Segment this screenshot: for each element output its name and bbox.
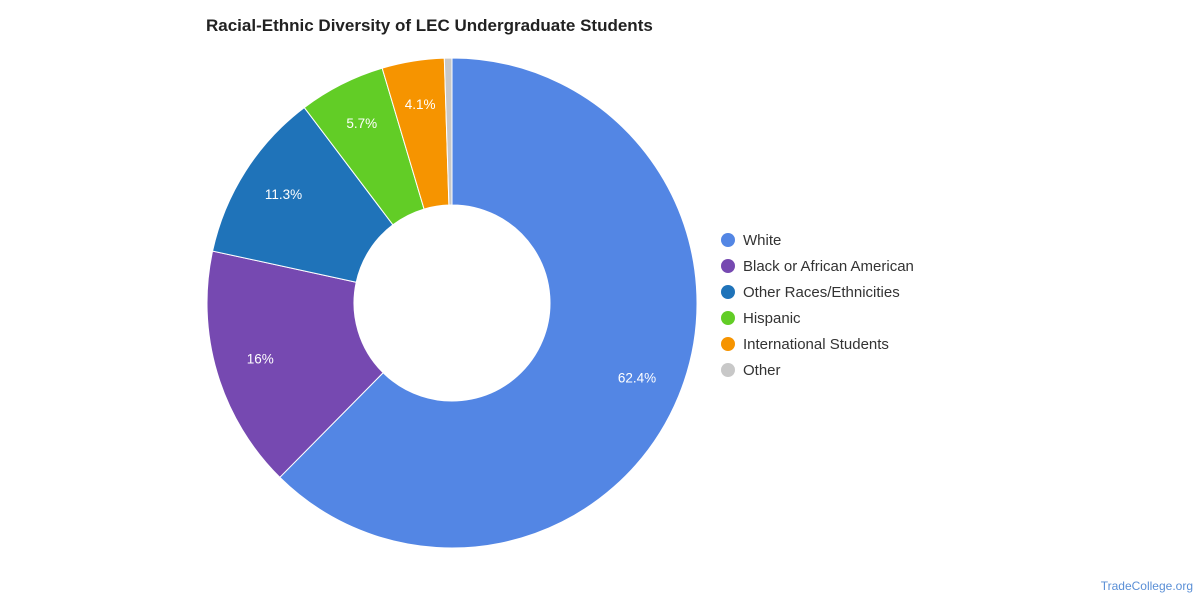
legend-swatch-icon (721, 285, 735, 299)
legend-label: Other Races/Ethnicities (743, 283, 900, 301)
slice-label-other-races-ethnicities: 11.3% (265, 187, 302, 202)
legend-item-white[interactable]: White (721, 227, 914, 253)
legend-swatch-icon (721, 363, 735, 377)
legend-swatch-icon (721, 311, 735, 325)
legend-swatch-icon (721, 233, 735, 247)
slice-label-hispanic: 5.7% (346, 116, 377, 131)
slice-label-white: 62.4% (618, 371, 656, 386)
legend-swatch-icon (721, 337, 735, 351)
chart-title: Racial-Ethnic Diversity of LEC Undergrad… (206, 16, 653, 35)
chart-legend: White Black or African American Other Race… (721, 227, 914, 383)
legend-swatch-icon (721, 259, 735, 273)
source-credit[interactable]: TradeCollege.org (1100, 579, 1193, 593)
legend-label: International Students (743, 335, 889, 353)
legend-label: Other (743, 361, 781, 379)
legend-label: Black or African American (743, 257, 914, 275)
legend-item-other[interactable]: Other (721, 357, 914, 383)
slice-label-international-students: 4.1% (405, 97, 436, 112)
legend-item-hispanic[interactable]: Hispanic (721, 305, 914, 331)
slice-other[interactable] (443, 57, 453, 206)
slice-white[interactable] (279, 57, 698, 549)
legend-item-international-students[interactable]: International Students (721, 331, 914, 357)
slice-label-black-or-african-american: 16% (247, 352, 274, 367)
slice-black-or-african-american[interactable] (206, 250, 384, 479)
legend-item-other-races-ethnicities[interactable]: Other Races/Ethnicities (721, 279, 914, 305)
slice-other-races-ethnicities[interactable] (211, 106, 394, 283)
legend-item-black-or-african-american[interactable]: Black or African American (721, 253, 914, 279)
legend-label: White (743, 231, 782, 249)
legend-label: Hispanic (743, 309, 801, 327)
